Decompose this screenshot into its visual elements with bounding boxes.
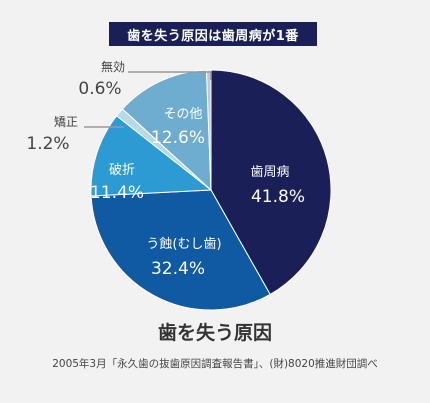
slice-2-value-label: 32.4% (151, 259, 205, 279)
slice-3-name-label: 破折 (109, 163, 135, 178)
slice-6-value-label: 0.6% (78, 79, 121, 99)
chart-title: 歯を失う原因 (157, 322, 272, 344)
slice-4-name-label: 矯正 (54, 115, 78, 129)
slice-1-name-label: 歯周病 (250, 165, 289, 180)
slice-2-name-label: う蝕(むし歯) (146, 237, 221, 252)
slice-3-value-label: 11.4% (90, 183, 144, 203)
slice-5-value-label: 12.6% (151, 128, 205, 148)
slice-6-name-label: 無効 (101, 59, 125, 74)
header-banner: 歯を失う原因は歯周病が1番 (109, 22, 317, 46)
slice-3-wedge (90, 115, 213, 197)
slice-6-leader-line (128, 71, 212, 80)
slice-4-value-label: 1.2% (26, 134, 69, 154)
slice-6-wedge (205, 69, 212, 191)
slice-5-name-label: その他 (163, 107, 202, 122)
slice-1-wedge (210, 69, 332, 296)
slice-1-value-label: 41.8% (251, 187, 305, 207)
source-note: 2005年3月「永久歯の抜歯原因調査報告書」、(財)8020推進財団調べ (52, 358, 378, 370)
slice-2-wedge (90, 189, 271, 311)
slice-5-wedge (121, 69, 212, 192)
